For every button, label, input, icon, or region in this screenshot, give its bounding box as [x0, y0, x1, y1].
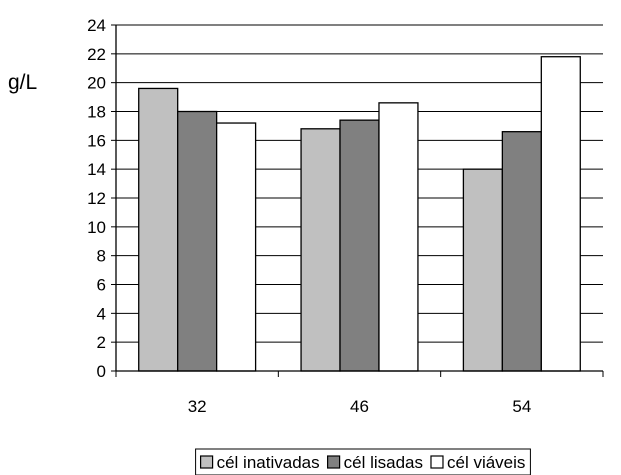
bar — [215, 122, 257, 372]
bar — [339, 119, 380, 372]
legend-swatch — [327, 455, 341, 469]
y-tick-label: 4 — [97, 304, 106, 323]
x-tick-label: 46 — [350, 397, 369, 416]
axes — [111, 24, 604, 377]
bars — [138, 56, 581, 372]
y-tick-label: 18 — [87, 103, 106, 122]
y-tick-label: 16 — [87, 131, 106, 150]
y-tick-label: 0 — [97, 362, 106, 381]
legend-swatch — [430, 455, 444, 469]
bar — [540, 56, 581, 372]
x-tick-label: 32 — [188, 397, 207, 416]
bar — [501, 131, 542, 372]
legend: cél inativadas cél lisadas cél viáveis — [195, 448, 531, 475]
y-tick-label: 10 — [87, 218, 106, 237]
y-tick-label: 12 — [87, 189, 106, 208]
bar — [177, 110, 218, 372]
legend-label: cél inativadas — [217, 453, 320, 472]
y-tick-label: 22 — [87, 45, 106, 64]
y-axis-label: g/L — [8, 71, 37, 94]
y-tick-label: 14 — [87, 160, 106, 179]
y-tick-label: 24 — [87, 16, 106, 35]
y-tick-label: 20 — [87, 74, 106, 93]
legend-box — [195, 448, 531, 475]
legend-label: cél lisadas — [344, 453, 423, 472]
y-tick-label: 2 — [97, 333, 106, 352]
legend-swatch — [199, 455, 214, 469]
bar — [462, 168, 504, 372]
bar — [378, 102, 419, 372]
y-tick-label: 6 — [97, 276, 106, 295]
bar — [138, 87, 179, 372]
bar — [300, 128, 341, 372]
y-tick-label: 8 — [97, 247, 106, 266]
legend-label: cél viáveis — [447, 453, 525, 472]
x-tick-label: 54 — [512, 397, 531, 416]
